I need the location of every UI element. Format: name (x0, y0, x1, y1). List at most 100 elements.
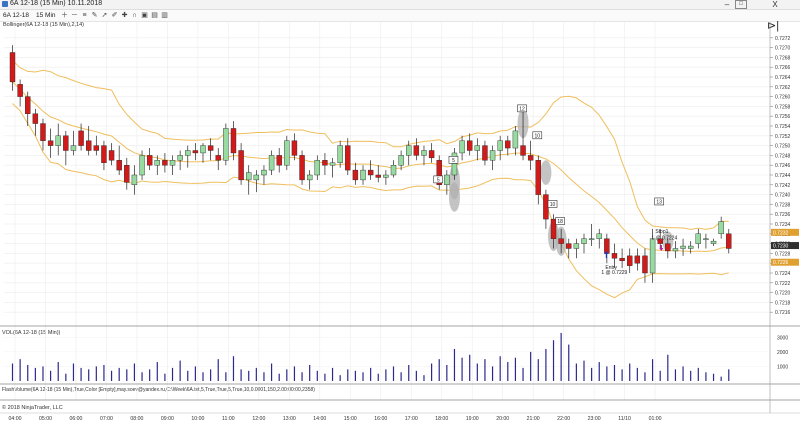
volume-tick-label: 1000 (777, 364, 788, 370)
annotation-label: 13 (656, 199, 662, 205)
time-tick-label: 14:00 (313, 416, 326, 421)
time-tick-label: 12:00 (252, 416, 265, 421)
lock-icon[interactable]: ▤ (151, 12, 158, 19)
up-candle (185, 150, 191, 156)
price-badge-label: 0.7226 (773, 260, 789, 266)
flash-volume-ellipse (448, 182, 460, 212)
chart-toolbar: 6A 12-18 15 Min ＋ － ≡ ✎ ➚ ✐ ✚ ∩ ▣ ▤ ▥ (0, 10, 800, 22)
down-candle (642, 255, 648, 274)
down-candle (291, 140, 298, 156)
up-candle (177, 155, 183, 161)
up-candle (474, 145, 481, 151)
price-badge-label: 0.7230 (773, 244, 789, 250)
time-tick-label: 11/10 (618, 416, 631, 421)
scroll-to-end-icon[interactable]: ⊳| (767, 20, 780, 32)
price-tick-label: 0.7250 (775, 144, 791, 150)
annotation-box (555, 217, 565, 225)
price-tick-label: 0.7242 (775, 183, 791, 189)
price-tick-label: 0.7244 (775, 173, 791, 179)
down-candle (63, 135, 69, 151)
down-candle (657, 238, 663, 244)
axes: 0.7272 0.7270 0.7268 0.7266 0.7264 0.7262 0.72… (0, 22, 800, 421)
price-tick-label: 0.7220 (775, 291, 791, 297)
down-candle (543, 194, 549, 220)
up-candle (649, 238, 656, 274)
up-candle (512, 130, 519, 149)
down-candle (550, 218, 557, 239)
up-candle (284, 140, 290, 166)
volume-panel-label: VOL(6A 12-18 (15 Min)) (2, 330, 61, 336)
annotation-label: 5 (452, 158, 455, 164)
price-tick-label: 0.7254 (775, 124, 791, 130)
down-candle (467, 140, 473, 151)
drawing-tools-icon[interactable]: ✐ (111, 12, 118, 19)
zoom-in-icon[interactable]: ＋ (61, 12, 68, 19)
up-candle (154, 160, 160, 166)
time-tick-label: 01:00 (649, 416, 662, 421)
up-candle (581, 238, 587, 244)
price-tick-label: 0.7260 (775, 95, 791, 101)
annotation-label: 5 (437, 177, 440, 183)
down-candle (566, 243, 572, 249)
price-tick-label: 0.7222 (775, 281, 791, 287)
down-candle (505, 140, 511, 149)
down-candle (299, 155, 305, 181)
crosshair-icon[interactable]: ✚ (121, 12, 128, 19)
price-tick-label: 0.7224 (775, 271, 791, 277)
pointer-icon[interactable]: ➚ (101, 12, 108, 19)
price-tick-label: 0.7236 (775, 212, 791, 218)
up-candle (451, 152, 458, 176)
annotation-box (547, 200, 558, 208)
down-candle (116, 160, 122, 171)
down-candle (322, 160, 328, 166)
time-tick-label: 13:00 (283, 416, 296, 421)
down-candle (558, 238, 564, 244)
down-candle (9, 52, 16, 83)
minimize-button[interactable]: – (724, 0, 730, 9)
up-candle (200, 145, 206, 154)
up-candle (169, 160, 176, 166)
template-icon[interactable]: ▣ (141, 12, 148, 19)
price-tick-label: 0.7252 (775, 134, 791, 140)
up-candle (253, 174, 260, 181)
zoom-out-icon[interactable]: － (71, 12, 78, 19)
up-candle (695, 233, 701, 244)
up-candle (489, 150, 496, 161)
volume-ellipses (448, 108, 674, 256)
link-icon[interactable]: ▥ (161, 12, 168, 19)
down-candle (162, 160, 168, 166)
down-candle (215, 155, 221, 161)
bollinger-bands (12, 59, 729, 299)
pencil-icon[interactable]: ✎ (91, 12, 98, 19)
down-candle (520, 145, 526, 156)
lower-band (12, 103, 729, 299)
price-tick-label: 0.7262 (775, 85, 791, 91)
down-candle (101, 145, 107, 163)
magnet-icon[interactable]: ∩ (131, 12, 138, 19)
time-tick-label: 18:00 (435, 416, 448, 421)
price-tick-label: 0.7264 (775, 75, 791, 81)
down-candle (32, 113, 39, 124)
instrument-selector[interactable]: 6A 12-18 (3, 12, 30, 19)
down-candle (47, 140, 54, 146)
up-candle (406, 145, 412, 156)
properties-icon[interactable]: ≡ (82, 12, 87, 19)
up-candle (687, 245, 694, 249)
close-button[interactable]: X (772, 0, 778, 9)
annotation-box (433, 175, 444, 184)
price-tick-label: 0.7228 (775, 251, 791, 257)
up-candle (223, 128, 229, 161)
down-candle (352, 169, 359, 181)
interval-selector[interactable]: 15 Min (36, 12, 56, 19)
down-candle (413, 145, 420, 156)
restore-button[interactable]: □ (735, 0, 747, 9)
price-badge (771, 228, 799, 236)
entry-arrow-icon (604, 250, 609, 258)
flash-volume-ellipse (448, 165, 460, 200)
annotation-label: 10 (550, 202, 556, 208)
up-candle (360, 169, 366, 181)
time-tick-label: 06:00 (69, 416, 82, 421)
time-tick-label: 20:00 (496, 416, 509, 421)
